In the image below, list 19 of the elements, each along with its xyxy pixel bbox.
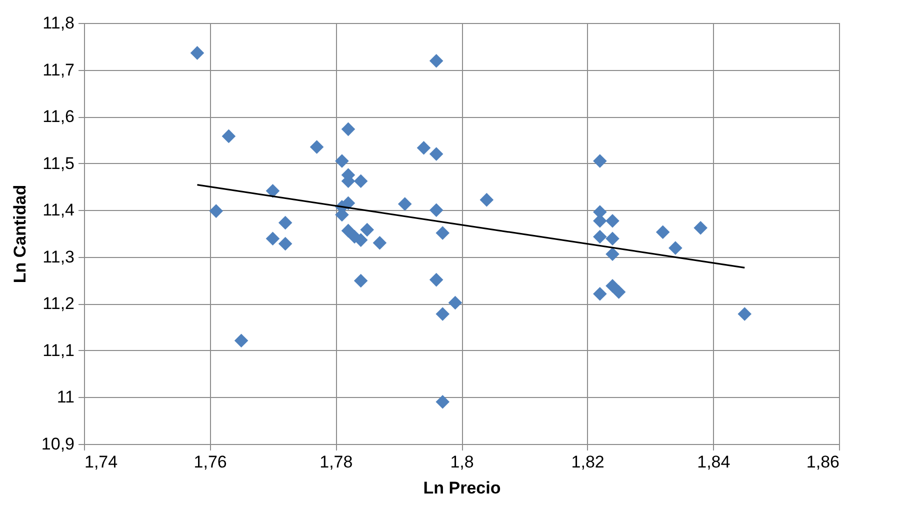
x-tick-label: 1,8: [450, 452, 474, 472]
y-tick-label: 11,8: [42, 14, 74, 32]
x-tick-label: 1,82: [571, 452, 604, 472]
x-axis-title: Ln Precio: [423, 478, 501, 498]
y-tick-label: 11,7: [42, 60, 74, 80]
y-tick-label: 11,3: [42, 247, 74, 266]
x-tick-label: 1,78: [320, 452, 353, 472]
y-tick-label: 11,2: [42, 294, 74, 314]
y-tick-label: 11,4: [42, 200, 74, 220]
y-tick-label: 11,1: [42, 340, 74, 360]
y-tick-label: 11,5: [42, 154, 74, 173]
y-tick-label: 11: [56, 388, 74, 407]
x-tick-label: 1,76: [194, 452, 227, 472]
x-tick-label: 1,74: [84, 452, 118, 472]
y-axis-title: Ln Cantidad: [10, 184, 30, 284]
y-tick-label: 10,9: [41, 434, 74, 454]
x-tick-label: 1,86: [806, 452, 840, 472]
y-tick-label: 11,6: [42, 107, 74, 126]
x-tick-label: 1,84: [697, 452, 730, 472]
